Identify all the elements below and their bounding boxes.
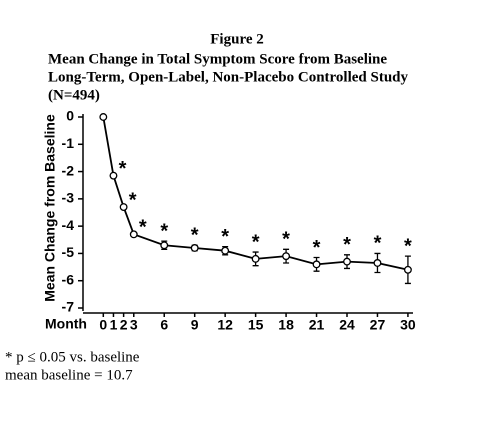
significance-marker: * [252, 231, 260, 253]
significance-marker: * [191, 225, 199, 247]
x-tick-label: 0 [99, 317, 107, 333]
x-tick-label: 6 [160, 317, 168, 333]
point [129, 230, 138, 239]
significance-marker: * [119, 158, 127, 180]
point [160, 241, 169, 250]
x-axis-label: Month [45, 316, 87, 332]
footnote: mean baseline = 10.7 [5, 367, 133, 383]
y-tick-label: -3 [62, 190, 75, 206]
x-tick-label: 21 [309, 317, 325, 333]
y-tick-label: -6 [62, 271, 75, 287]
significance-marker: * [129, 189, 137, 211]
x-tick-label: 24 [339, 317, 355, 333]
significance-marker: * [404, 235, 412, 257]
significance-marker: * [160, 220, 168, 242]
significance-marker: * [139, 217, 147, 239]
significance-marker: * [374, 233, 382, 255]
significance-marker: * [282, 229, 290, 251]
x-tick-label: 9 [191, 317, 199, 333]
y-tick-label: -1 [62, 135, 75, 151]
point [251, 254, 260, 263]
subtitle: Long-Term, Open-Label, Non-Placebo Contr… [48, 69, 409, 85]
significance-marker: * [313, 237, 321, 259]
x-tick-label: 30 [400, 317, 416, 333]
point [109, 171, 118, 180]
point [373, 259, 382, 267]
x-tick-label: 3 [130, 317, 138, 333]
x-tick-label: 2 [120, 317, 128, 333]
y-tick-label: -7 [62, 299, 75, 315]
point [99, 113, 108, 121]
subtitle: Mean Change in Total Symptom Score from … [48, 51, 387, 67]
significance-marker: * [343, 234, 351, 256]
y-tick-label: 0 [66, 108, 74, 124]
point [190, 244, 199, 252]
point [312, 260, 321, 269]
subtitle: (N=494) [48, 87, 100, 103]
y-tick-label: -4 [62, 217, 75, 233]
point [221, 246, 230, 255]
y-tick-label: -2 [62, 162, 75, 178]
x-tick-label: 12 [217, 317, 233, 333]
point [282, 252, 291, 261]
x-tick-label: 1 [110, 317, 118, 333]
point [343, 257, 351, 266]
footnote: * p ≤ 0.05 vs. baseline [5, 349, 140, 365]
y-tick-label: -5 [62, 244, 75, 260]
point [403, 265, 412, 274]
significance-marker: * [221, 226, 229, 248]
point [119, 203, 128, 211]
y-axis-label: Mean Change from Baseline [42, 114, 58, 302]
x-tick-label: 15 [248, 317, 264, 333]
x-tick-label: 18 [278, 317, 294, 333]
x-tick-label: 27 [370, 317, 386, 333]
chart-title: Figure 2 [210, 31, 263, 47]
